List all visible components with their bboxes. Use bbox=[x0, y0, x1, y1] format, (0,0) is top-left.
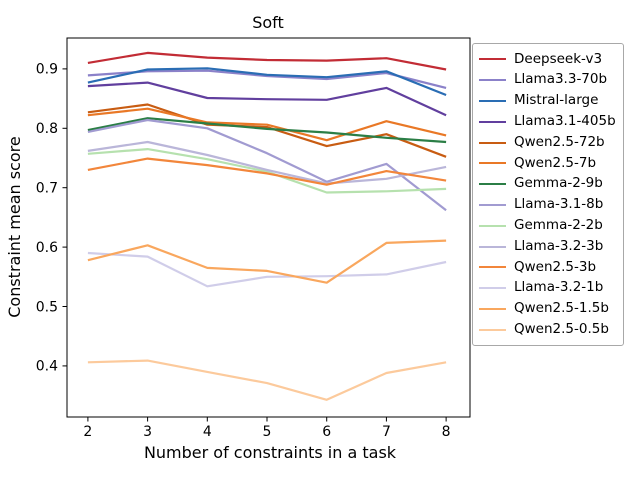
legend-line-swatch bbox=[479, 287, 506, 290]
legend-line-swatch bbox=[479, 224, 506, 227]
y-tick-label: 0.9 bbox=[36, 62, 58, 78]
legend-label: Qwen2.5-72b bbox=[514, 133, 605, 150]
x-tick-label: 3 bbox=[143, 424, 152, 440]
legend-label: Qwen2.5-7b bbox=[514, 154, 597, 171]
plot-border bbox=[66, 37, 471, 418]
series-line-qwen2.5-7b bbox=[87, 107, 447, 142]
legend-item-llama-3.2-1b: Llama-3.2-1b bbox=[479, 278, 619, 299]
legend-item-mistral-large: Mistral-large bbox=[479, 91, 619, 112]
series-line-llama-3.2-3b bbox=[87, 140, 447, 185]
legend-label: Gemma-2-2b bbox=[514, 217, 603, 234]
legend-item-deepseek-v3: Deepseek-v3 bbox=[479, 49, 619, 70]
legend-line-swatch bbox=[479, 307, 506, 310]
legend-item-gemma-2-9b: Gemma-2-9b bbox=[479, 174, 619, 195]
legend-item-llama-3.1-8b: Llama-3.1-8b bbox=[479, 195, 619, 216]
legend-line-swatch bbox=[479, 58, 506, 61]
series-line-mistral-large bbox=[87, 67, 447, 97]
legend-item-qwen2.5-3b: Qwen2.5-3b bbox=[479, 257, 619, 278]
legend-item-gemma-2-2b: Gemma-2-2b bbox=[479, 215, 619, 236]
legend-label: Qwen2.5-1.5b bbox=[514, 300, 609, 317]
series-line-llama-3.2-1b bbox=[87, 251, 447, 288]
x-axis-label: Number of constraints in a task bbox=[144, 443, 397, 462]
legend-line-swatch bbox=[479, 99, 506, 102]
y-tick-label: 0.7 bbox=[36, 180, 58, 196]
y-tick-label: 0.6 bbox=[36, 240, 58, 256]
legend-label: Llama-3.2-1b bbox=[514, 279, 604, 296]
legend-line-swatch bbox=[479, 162, 506, 165]
series-line-llama3.3-70b bbox=[87, 69, 447, 89]
series-line-qwen2.5-0.5b bbox=[87, 359, 447, 401]
series-line-gemma-2-9b bbox=[87, 117, 447, 144]
x-tick-label: 6 bbox=[322, 424, 331, 440]
legend-label: Llama-3.1-8b bbox=[514, 196, 604, 213]
legend-line-swatch bbox=[479, 120, 506, 123]
legend-item-qwen2.5-0.5b: Qwen2.5-0.5b bbox=[479, 319, 619, 340]
legend-label: Mistral-large bbox=[514, 92, 599, 109]
legend-item-llama-3.2-3b: Llama-3.2-3b bbox=[479, 236, 619, 257]
legend-line-swatch bbox=[479, 141, 506, 144]
series-line-llama-3.1-8b bbox=[87, 118, 447, 212]
chart-title: Soft bbox=[252, 13, 284, 32]
legend-line-swatch bbox=[479, 79, 506, 82]
series-line-qwen2.5-1.5b bbox=[87, 239, 447, 284]
x-tick-label: 5 bbox=[263, 424, 272, 440]
legend-line-swatch bbox=[479, 245, 506, 248]
series-line-qwen2.5-72b bbox=[87, 103, 447, 158]
series-line-qwen2.5-3b bbox=[87, 157, 447, 186]
legend-label: Gemma-2-9b bbox=[514, 175, 603, 192]
legend-item-qwen2.5-7b: Qwen2.5-7b bbox=[479, 153, 619, 174]
legend-label: Llama3.1-405b bbox=[514, 113, 616, 130]
legend-item-qwen2.5-72b: Qwen2.5-72b bbox=[479, 132, 619, 153]
series-line-llama3.1-405b bbox=[87, 81, 447, 117]
legend: Deepseek-v3 Llama3.3-70b Mistral-large Llam… bbox=[472, 43, 624, 347]
axes: 2 3 4 5 6 7 8 0.4 0.5 0.6 0.7 0.8 0.9 bbox=[36, 37, 471, 440]
y-tick-label: 0.5 bbox=[36, 299, 58, 315]
legend-line-swatch bbox=[479, 183, 506, 186]
plot-area bbox=[87, 51, 447, 401]
legend-item-llama3.3-70b: Llama3.3-70b bbox=[479, 70, 619, 91]
legend-label: Qwen2.5-3b bbox=[514, 258, 597, 275]
series-line-gemma-2-2b bbox=[87, 148, 447, 194]
series-line-deepseek-v3 bbox=[87, 51, 447, 71]
x-tick-label: 2 bbox=[83, 424, 92, 440]
legend-item-qwen2.5-1.5b: Qwen2.5-1.5b bbox=[479, 299, 619, 320]
x-tick-label: 4 bbox=[203, 424, 212, 440]
legend-label: Qwen2.5-0.5b bbox=[514, 321, 609, 337]
y-axis-label: Constraint mean score bbox=[5, 136, 24, 318]
x-tick-label: 8 bbox=[442, 424, 451, 440]
y-tick-label: 0.8 bbox=[36, 121, 58, 137]
legend-line-swatch bbox=[479, 266, 506, 269]
y-tick-label: 0.4 bbox=[36, 359, 58, 375]
legend-item-llama3.1-405b: Llama3.1-405b bbox=[479, 111, 619, 132]
legend-label: Llama3.3-70b bbox=[514, 71, 608, 88]
legend-label: Deepseek-v3 bbox=[514, 50, 603, 67]
legend-line-swatch bbox=[479, 328, 506, 331]
x-tick-label: 7 bbox=[382, 424, 391, 440]
legend-line-swatch bbox=[479, 203, 506, 206]
legend-label: Llama-3.2-3b bbox=[514, 237, 604, 254]
